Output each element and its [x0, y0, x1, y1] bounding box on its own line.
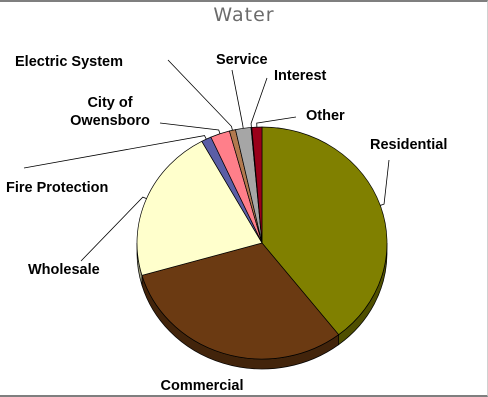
pie-label-interest: Interest: [274, 68, 327, 84]
pie-leader-city-of-owensboro: [159, 122, 221, 134]
pie-leader-interest: [250, 77, 268, 128]
pie-label-commercial: Commercial: [160, 378, 243, 394]
pie-leader-residential: [380, 159, 390, 206]
pie-label-city-of-owensboro: City of Owensboro: [70, 95, 150, 129]
pie-slice-wholesale: [136, 140, 263, 276]
pie-label-other: Other: [306, 108, 345, 124]
pie-leader-other: [256, 116, 297, 128]
pie-slice-commercial: [141, 242, 340, 360]
pie-label-service: Service: [216, 52, 268, 68]
pie-label-fire-protection: Fire Protection: [6, 180, 108, 196]
pie-label-electric-system: Electric System: [15, 54, 123, 70]
pie-leader-fire-protection: [23, 135, 207, 169]
pie-label-residential: Residential: [370, 137, 447, 153]
pie-leader-electric-system: [167, 59, 233, 131]
pie-leader-service: [231, 69, 244, 129]
pie-leader-wholesale: [80, 196, 147, 262]
pie-slice-other: [251, 126, 263, 244]
pie-slice-residential: [261, 126, 388, 336]
chart-title: Water: [213, 4, 275, 26]
pie-label-wholesale: Wholesale: [28, 262, 100, 278]
